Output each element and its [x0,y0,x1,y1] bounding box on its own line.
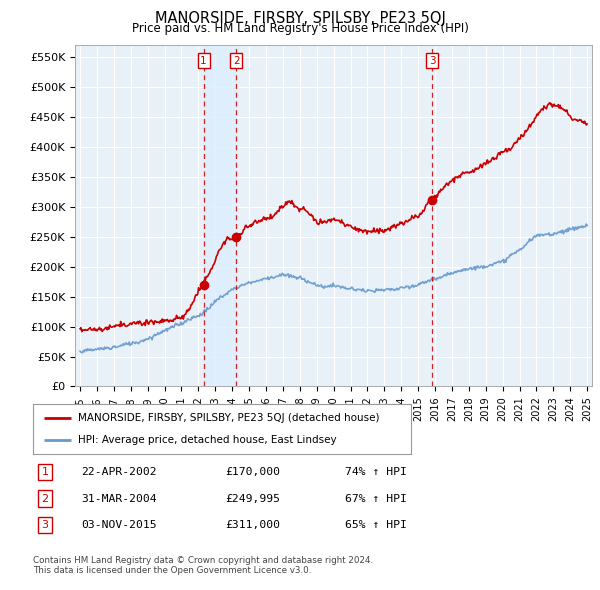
Text: 2: 2 [41,494,49,503]
Text: 03-NOV-2015: 03-NOV-2015 [81,520,157,530]
Text: 74% ↑ HPI: 74% ↑ HPI [345,467,407,477]
Text: 22-APR-2002: 22-APR-2002 [81,467,157,477]
Text: HPI: Average price, detached house, East Lindsey: HPI: Average price, detached house, East… [79,435,337,445]
Text: £170,000: £170,000 [225,467,280,477]
Text: 1: 1 [41,467,49,477]
Text: 3: 3 [41,520,49,530]
Text: MANORSIDE, FIRSBY, SPILSBY, PE23 5QJ (detached house): MANORSIDE, FIRSBY, SPILSBY, PE23 5QJ (de… [79,413,380,423]
Text: Contains HM Land Registry data © Crown copyright and database right 2024.: Contains HM Land Registry data © Crown c… [33,556,373,565]
Text: 2: 2 [233,56,240,65]
Text: 65% ↑ HPI: 65% ↑ HPI [345,520,407,530]
Text: 67% ↑ HPI: 67% ↑ HPI [345,494,407,503]
Text: This data is licensed under the Open Government Licence v3.0.: This data is licensed under the Open Gov… [33,566,311,575]
Text: 31-MAR-2004: 31-MAR-2004 [81,494,157,503]
Text: 3: 3 [429,56,436,65]
Text: £311,000: £311,000 [225,520,280,530]
Text: £249,995: £249,995 [225,494,280,503]
Bar [203,45,236,386]
Text: MANORSIDE, FIRSBY, SPILSBY, PE23 5QJ: MANORSIDE, FIRSBY, SPILSBY, PE23 5QJ [155,11,445,25]
Text: 1: 1 [200,56,207,65]
Text: Price paid vs. HM Land Registry's House Price Index (HPI): Price paid vs. HM Land Registry's House … [131,22,469,35]
